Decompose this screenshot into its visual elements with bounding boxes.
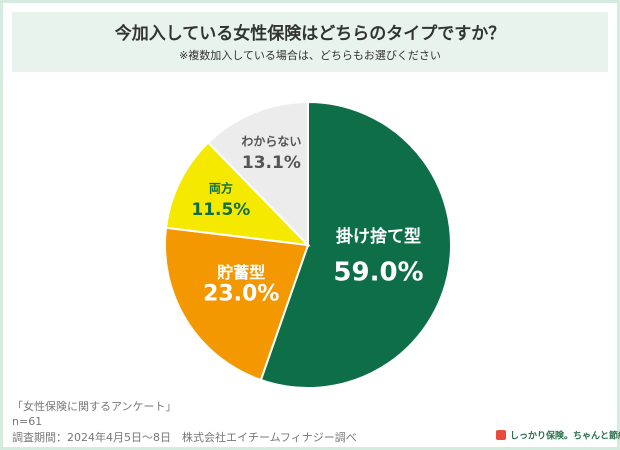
pie-slice bbox=[206, 100, 309, 248]
footnote: n=61 bbox=[12, 415, 42, 428]
value-label: 13.1% bbox=[242, 153, 301, 173]
slice-label: わからない bbox=[241, 134, 301, 148]
slice-label: 貯蓄型 bbox=[217, 263, 265, 282]
value-label: 59.0% bbox=[333, 257, 423, 287]
chart-subtitle: ※複数加入している場合は、どちらもお選びください bbox=[179, 48, 441, 62]
slice-label: 掛け捨て型 bbox=[336, 226, 421, 247]
footnote: 調査期間：2024年4月5日〜8日 株式会社エイチームフィナジー調べ bbox=[12, 430, 357, 444]
footnote: 「女性保険に関するアンケート」 bbox=[12, 399, 177, 413]
value-label: 23.0% bbox=[203, 282, 279, 307]
title-box bbox=[12, 12, 608, 72]
value-label: 11.5% bbox=[191, 200, 250, 220]
chart-title: 今加入している女性保険はどちらのタイプですか？ bbox=[115, 23, 506, 44]
pie-slice bbox=[164, 226, 310, 382]
slice-label: 両方 bbox=[209, 180, 233, 195]
logo-icon bbox=[496, 430, 506, 440]
pie-slice bbox=[164, 141, 311, 247]
logo: しっかり保険。ちゃんと節約。 bbox=[510, 430, 620, 442]
